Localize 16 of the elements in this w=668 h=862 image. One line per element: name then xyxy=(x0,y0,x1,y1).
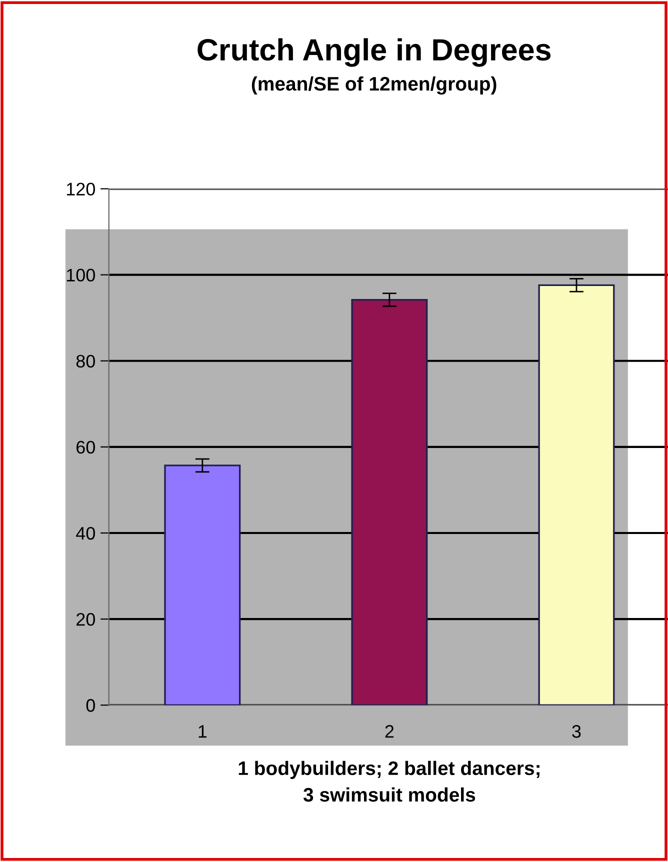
y-tick-label: 0 xyxy=(86,699,95,712)
y-tick-label: 100 xyxy=(66,268,95,282)
bar xyxy=(538,284,615,706)
chart-subtitle: (mean/SE of 12men/group) xyxy=(252,76,496,95)
x-tick-label: 3 xyxy=(572,725,581,738)
x-axis-title: 1 bodybuilders; 2 ballet dancers; 3 swimsuit models xyxy=(238,760,540,802)
y-tick-label: 120 xyxy=(66,182,95,196)
y-tick-label: 40 xyxy=(76,526,95,540)
x-tick-label: 2 xyxy=(385,725,394,738)
bar xyxy=(351,298,428,706)
y-tick-label: 20 xyxy=(76,612,95,626)
chart-title: Crutch Angle in Degrees xyxy=(198,38,551,67)
y-tick-label: 60 xyxy=(76,440,95,454)
y-tick-label: 80 xyxy=(76,354,95,368)
x-tick-label: 1 xyxy=(198,725,207,738)
bar xyxy=(164,464,241,706)
